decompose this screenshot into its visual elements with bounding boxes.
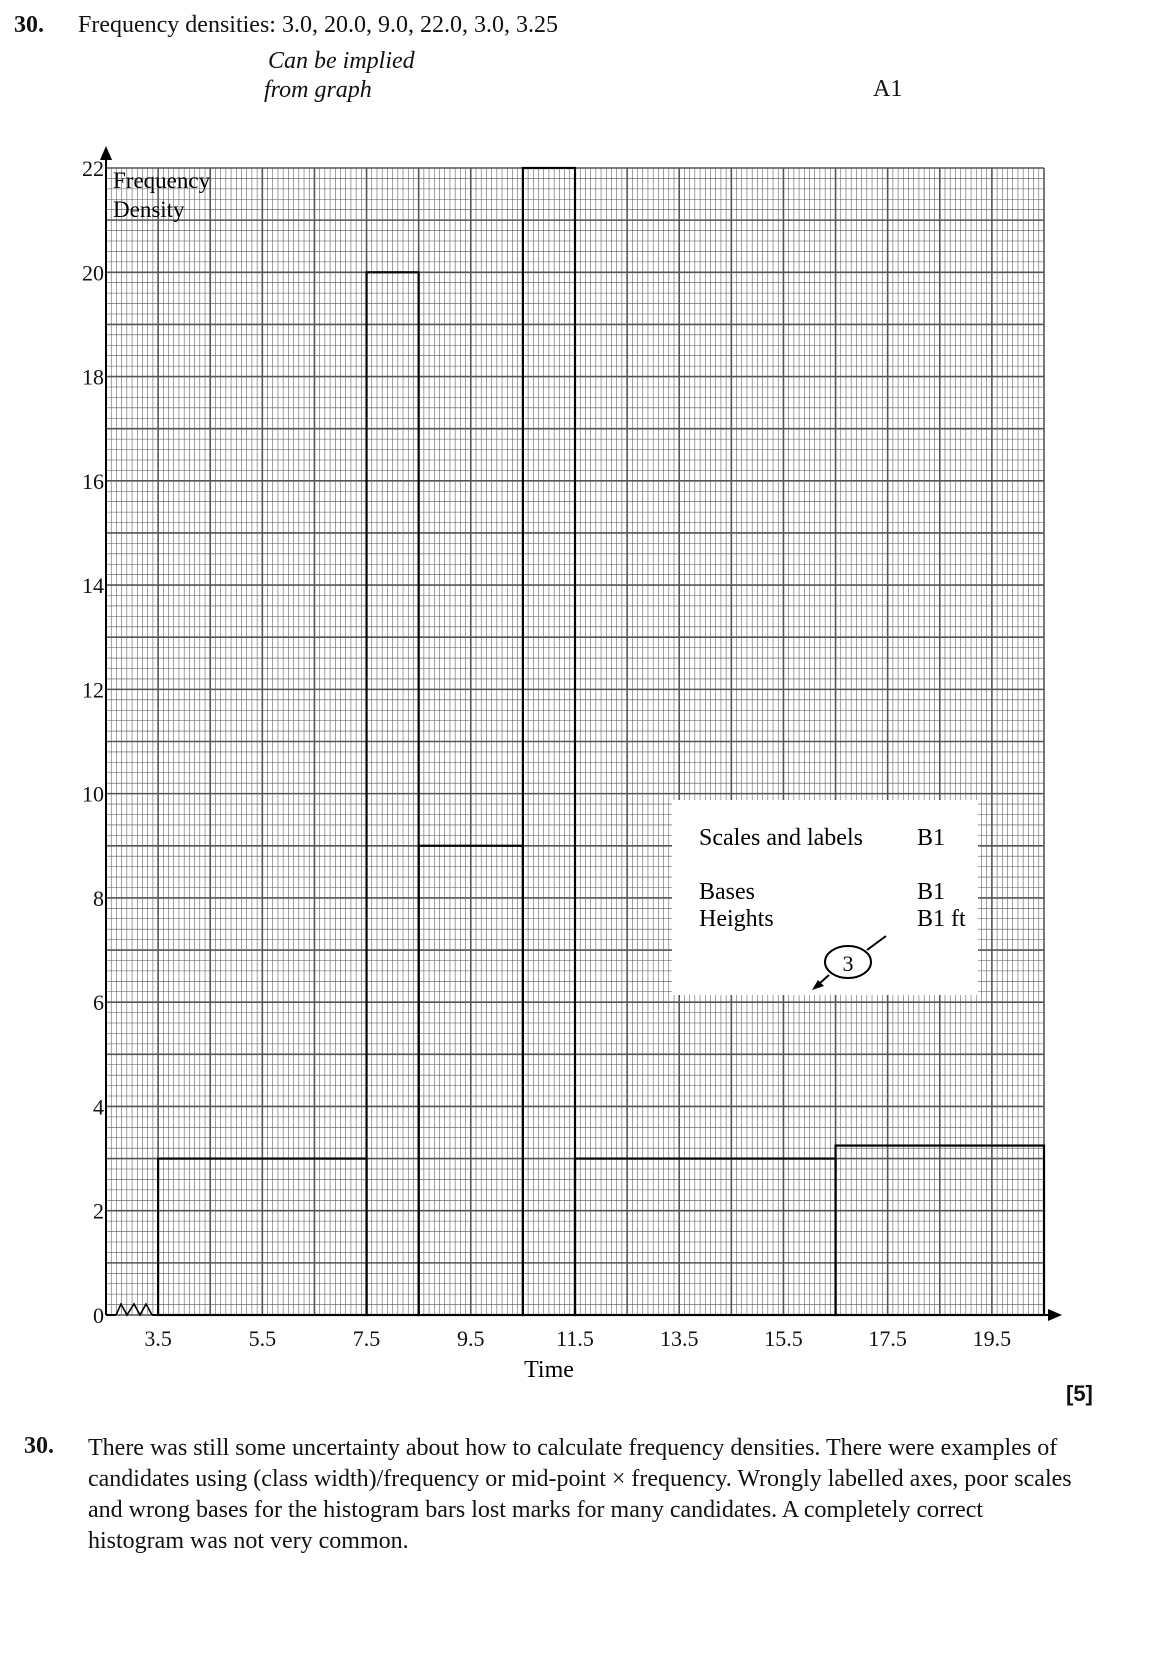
x-tick-label: 3.5: [144, 1326, 172, 1351]
axis-break-zigzag: [115, 1302, 153, 1317]
y-tick-label: 12: [82, 677, 104, 702]
circled-total-arrow-icon: [812, 980, 824, 990]
circled-total-ellipse: [824, 945, 872, 979]
frequency-densities-statement: Frequency densities: 3.0, 20.0, 9.0, 22.…: [78, 12, 558, 38]
circled-total-value: 3: [843, 951, 854, 976]
y-axis-label-line1: Frequency: [113, 168, 211, 193]
mark-scheme-box: Scales and labels B1 Bases B1 Heights B1…: [672, 800, 978, 995]
histogram-chart: Scales and labels B1 Bases B1 Heights B1…: [82, 146, 1062, 1383]
x-axis-label: Time: [524, 1357, 574, 1383]
x-axis-arrow-icon: [1048, 1309, 1062, 1321]
x-tick-label: 11.5: [556, 1326, 594, 1351]
scheme-label-heights: Heights: [699, 906, 774, 932]
y-tick-label: 18: [82, 365, 104, 390]
report-question-number: 30.: [24, 1433, 54, 1459]
y-tick-label: 6: [93, 990, 104, 1015]
y-tick-label: 16: [82, 469, 104, 494]
y-tick-label: 14: [82, 573, 104, 598]
implied-note-line1: Can be implied: [268, 48, 415, 74]
y-tick-label: 2: [93, 1199, 104, 1224]
question-number: 30.: [14, 12, 44, 38]
total-marks: [5]: [1066, 1381, 1093, 1406]
x-tick-label: 19.5: [973, 1326, 1012, 1351]
y-tick-label: 8: [93, 886, 104, 911]
scheme-mark-bases: B1: [917, 879, 945, 905]
scheme-label-bases: Bases: [699, 879, 755, 905]
x-tick-label: 5.5: [249, 1326, 277, 1351]
circled-total-arrow-stroke: [819, 974, 830, 984]
accuracy-mark: A1: [873, 76, 903, 102]
y-axis-label-line2: Density: [113, 197, 185, 222]
scheme-mark-scales: B1: [917, 825, 945, 851]
y-tick-label: 0: [93, 1303, 104, 1328]
circled-total-tick-stroke: [866, 935, 887, 951]
implied-note-line2: from graph: [264, 77, 372, 103]
examiner-report-text: There was still some uncertainty about h…: [88, 1435, 1072, 1554]
y-axis-arrow-icon: [100, 146, 112, 160]
y-tick-label: 20: [82, 260, 104, 285]
y-tick-label: 10: [82, 782, 104, 807]
tick-labels: 3.5 5.5 7.5 9.5 11.5 13.5 15.5 17.5 19.5 0 2 4 6 8 10 1…: [82, 156, 1011, 1351]
x-tick-label: 7.5: [353, 1326, 381, 1351]
axes: Frequency Density Time: [100, 146, 1062, 1383]
x-tick-label: 15.5: [764, 1326, 803, 1351]
scheme-label-scales: Scales and labels: [699, 825, 863, 851]
x-tick-label: 17.5: [868, 1326, 907, 1351]
x-tick-label: 9.5: [457, 1326, 485, 1351]
y-tick-label: 22: [82, 156, 104, 181]
x-tick-label: 13.5: [660, 1326, 699, 1351]
scheme-mark-heights: B1 ft: [917, 906, 966, 932]
y-tick-label: 4: [93, 1094, 104, 1119]
